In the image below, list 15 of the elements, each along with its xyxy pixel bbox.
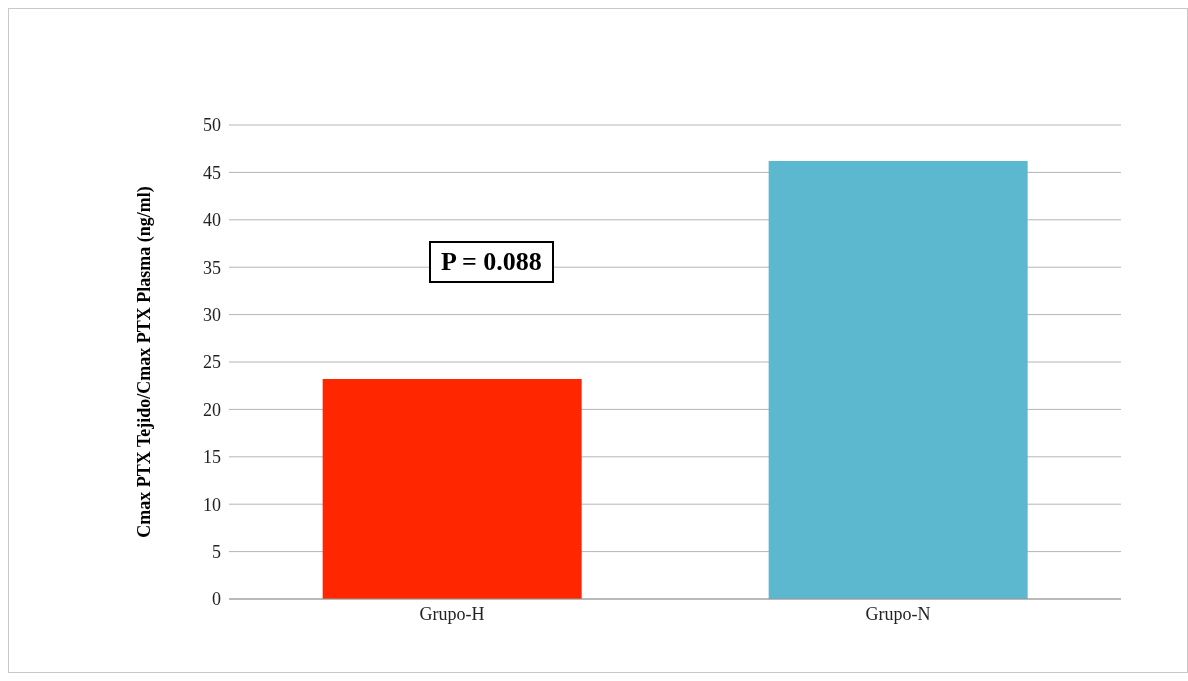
y-tick-label: 20 <box>203 399 221 420</box>
y-tick-label: 0 <box>212 589 221 610</box>
x-tick-label: Grupo-N <box>865 603 931 624</box>
y-tick-label: 45 <box>203 162 221 183</box>
y-tick-label: 5 <box>212 541 221 562</box>
y-tick-label: 35 <box>203 257 221 278</box>
y-tick-label: 30 <box>203 304 221 325</box>
x-tick-label: Grupo-H <box>419 603 485 624</box>
y-tick-label: 50 <box>203 115 221 136</box>
annotation: P = 0.088 <box>429 241 554 283</box>
y-tick-label: 40 <box>203 210 221 231</box>
y-axis-title: Cmax PTX Tejido/Cmax PTX Plasma (ng/ml) <box>134 186 156 538</box>
y-tick-label: 15 <box>203 447 221 468</box>
y-tick-label: 10 <box>203 494 221 515</box>
y-tick-label: 25 <box>203 352 221 373</box>
